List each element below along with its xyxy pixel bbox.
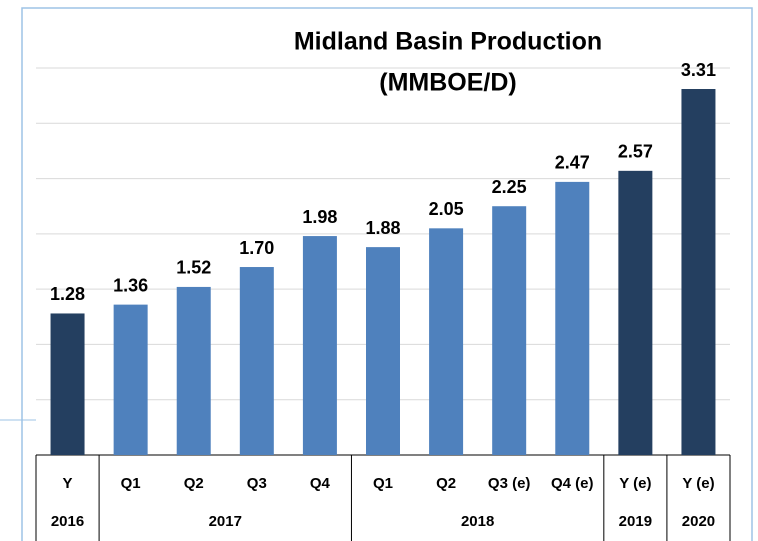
data-label: 3.31 [681,60,716,80]
x-tick-label: Q1 [373,475,393,492]
data-label: 2.25 [492,177,527,197]
bar [239,267,274,455]
data-label: 1.98 [302,207,337,227]
bar [113,304,148,455]
data-label: 1.28 [50,284,85,304]
data-label: 2.05 [429,199,464,219]
group-label: 2017 [209,513,242,530]
data-label: 1.52 [176,258,211,278]
chart-title: Midland Basin Production [294,28,602,56]
data-label: 2.47 [555,153,590,173]
x-tick-label: Q3 (e) [488,475,531,492]
chart-frame [21,7,753,541]
x-tick-label: Y (e) [682,475,714,492]
data-label: 2.57 [618,142,653,162]
bar [302,236,337,455]
bar [681,89,716,455]
x-tick-label: Q2 [436,475,456,492]
x-tick-label: Y [63,475,73,492]
data-label: 1.36 [113,275,148,295]
chart-subtitle: (MMBOE/D) [379,69,516,97]
bar [50,313,85,455]
bar [555,181,590,456]
bar [429,228,464,455]
group-label: 2020 [682,513,715,530]
data-label: 1.70 [239,238,274,258]
x-tick-label: Q2 [184,475,204,492]
x-tick-label: Q4 (e) [551,475,594,492]
bar [492,206,527,455]
x-tick-label: Q4 [310,475,331,492]
x-tick-label: Q1 [121,475,141,492]
bar [618,170,653,455]
data-label: 1.88 [365,218,400,238]
group-label: 2018 [461,513,494,530]
group-label: 2019 [619,513,652,530]
bar [176,286,211,455]
x-tick-label: Q3 [247,475,267,492]
bar [366,247,400,455]
group-label: 2016 [51,513,84,530]
x-tick-label: Y (e) [619,475,651,492]
